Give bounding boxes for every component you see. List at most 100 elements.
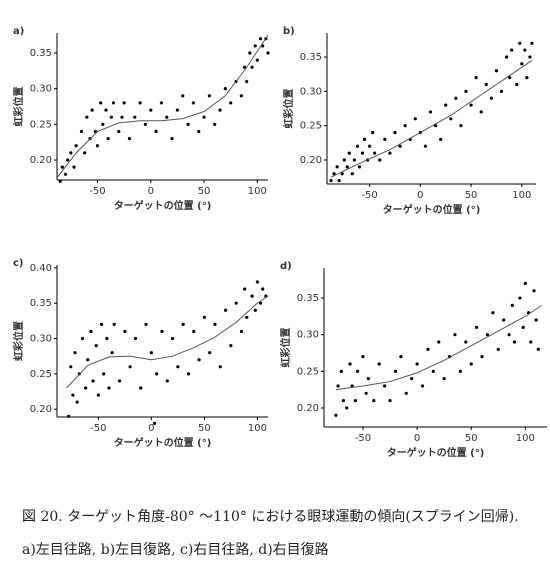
point [60, 165, 64, 169]
point [332, 172, 336, 176]
point [530, 41, 534, 45]
point [72, 165, 76, 169]
point [350, 172, 354, 176]
spline-line [330, 60, 533, 178]
point [364, 391, 368, 395]
point [398, 144, 402, 148]
point [336, 384, 340, 388]
point [191, 101, 196, 105]
point [175, 108, 180, 112]
x-tick-label: -50 [90, 423, 106, 434]
point [480, 355, 484, 359]
point [496, 347, 500, 351]
point [485, 333, 490, 337]
point [388, 151, 392, 155]
x-tick-label: 0 [148, 186, 154, 197]
caption: 図 20. ターゲット角度-80° ～110° における眼球運動の傾向(スプライ… [22, 508, 519, 525]
point [91, 379, 95, 383]
point [149, 351, 153, 355]
point [502, 318, 506, 322]
point [372, 399, 376, 403]
point [218, 108, 222, 112]
point [377, 362, 381, 366]
point [415, 362, 419, 366]
x-tick-label: 0 [417, 190, 423, 201]
point [253, 44, 257, 48]
point [181, 322, 185, 326]
point [521, 325, 525, 329]
point [442, 377, 446, 381]
y-tick-label: 0.30 [30, 84, 52, 95]
point [529, 340, 533, 344]
point [404, 391, 408, 395]
x-axis-title: ターゲットの位置 (°) [387, 446, 485, 459]
point [80, 336, 85, 341]
point [348, 362, 352, 366]
point [63, 172, 68, 176]
point [459, 124, 463, 128]
point [475, 325, 479, 329]
point [223, 308, 228, 312]
point [96, 393, 100, 397]
point [213, 322, 217, 326]
point [360, 151, 365, 155]
point [109, 115, 113, 119]
point [207, 94, 211, 98]
point [111, 101, 116, 105]
point [229, 101, 233, 105]
point [378, 158, 382, 162]
y-tick-label: 0.25 [30, 369, 52, 380]
point [399, 355, 403, 359]
point [165, 379, 169, 383]
point [160, 329, 164, 334]
point [66, 158, 70, 162]
point [99, 101, 103, 105]
y-tick-label: 0.25 [30, 119, 52, 130]
point [120, 115, 124, 119]
point [159, 101, 164, 105]
point [431, 369, 435, 373]
point [368, 144, 372, 148]
y-tick-label: 0.40 [30, 263, 52, 274]
point [523, 48, 527, 52]
panel-label: b) [283, 26, 295, 37]
point [510, 48, 514, 52]
point [223, 87, 227, 91]
spline-line [335, 304, 542, 391]
point [494, 69, 499, 73]
point [403, 124, 407, 128]
point [345, 406, 349, 410]
point [523, 281, 527, 285]
point [469, 103, 473, 107]
point [250, 294, 254, 298]
x-axis-title: ターゲットの位置 (°) [114, 436, 212, 449]
point [110, 351, 114, 355]
point [507, 333, 511, 337]
x-tick-label: 100 [248, 423, 267, 434]
x-tick-label: 50 [465, 190, 478, 201]
y-tick-label: 0.35 [30, 48, 52, 59]
x-tick-label: 0 [148, 423, 154, 434]
point [383, 137, 387, 141]
point [149, 108, 153, 112]
y-tick-label: 0.20 [300, 155, 322, 166]
point [197, 129, 201, 134]
point [105, 336, 109, 341]
point [218, 365, 222, 369]
point [95, 144, 100, 148]
point [393, 130, 397, 135]
point [213, 122, 217, 126]
point [362, 137, 367, 141]
point [69, 151, 73, 155]
y-tick-label: 0.20 [30, 404, 52, 415]
point [489, 96, 493, 100]
point [439, 137, 443, 141]
point [534, 318, 538, 322]
point [528, 55, 532, 59]
point [243, 287, 247, 291]
point [117, 379, 122, 383]
point [357, 165, 362, 169]
point [335, 165, 339, 169]
point [117, 129, 121, 134]
y-axis-title: 虹彩位置 [282, 89, 295, 129]
